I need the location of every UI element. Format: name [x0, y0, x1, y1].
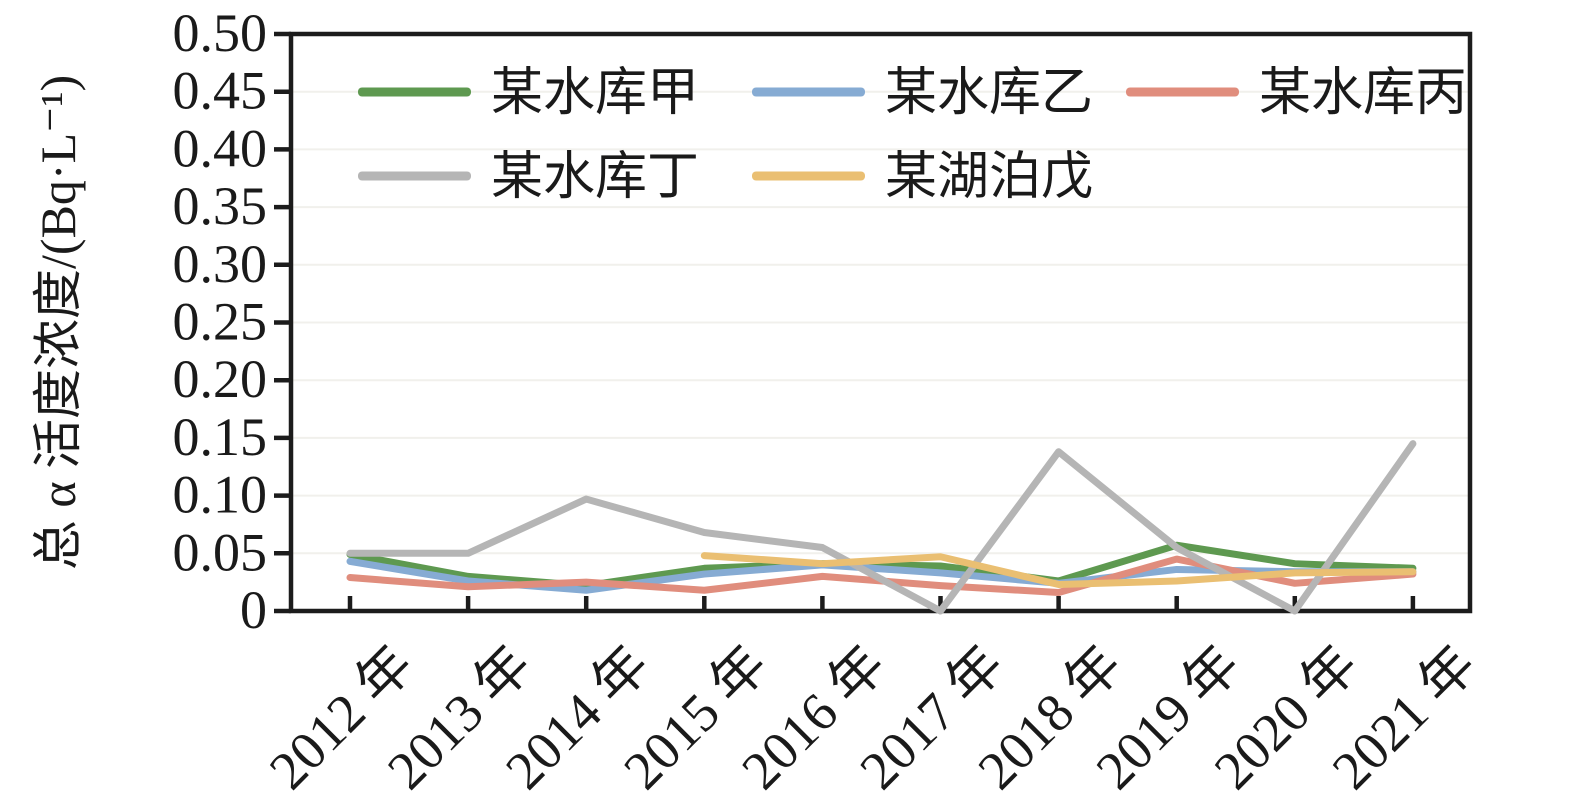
legend-label-2: 某水库丙: [1259, 65, 1467, 122]
y-tick-label: 0.05: [173, 522, 268, 582]
legend-swatch-2: [1126, 87, 1239, 97]
legend-swatch-3: [358, 171, 471, 181]
series-line-4: [700, 552, 1417, 588]
legend-label-4: 某湖泊戊: [885, 149, 1093, 206]
y-tick-label: 0.25: [173, 292, 268, 352]
axis-titles-group: 总 α 活度浓度/(Bq·L⁻¹): [30, 75, 86, 570]
y-tick-label: 0: [240, 580, 267, 640]
y-tick-label: 0.10: [173, 465, 268, 525]
axis-ticks-group: 00.050.100.150.200.250.300.350.400.450.5…: [173, 3, 1488, 799]
y-tick-label: 0.30: [173, 234, 268, 294]
y-tick-label: 0.40: [173, 118, 268, 178]
legend-swatch-0: [358, 87, 471, 97]
legend-label-0: 某水库甲: [491, 65, 699, 122]
y-tick-label: 0.20: [173, 349, 268, 409]
series-lines-group: [346, 440, 1417, 615]
legend-label-1: 某水库乙: [885, 65, 1093, 122]
legend-swatch-1: [752, 87, 865, 97]
legend-swatch-4: [752, 171, 865, 181]
y-tick-label: 0.35: [173, 176, 268, 236]
y-tick-label: 0.50: [173, 3, 268, 63]
y-tick-label: 0.15: [173, 407, 268, 467]
legend-label-3: 某水库丁: [491, 149, 699, 206]
y-axis-title: 总 α 活度浓度/(Bq·L⁻¹): [30, 75, 86, 570]
y-tick-label: 0.45: [173, 61, 268, 121]
